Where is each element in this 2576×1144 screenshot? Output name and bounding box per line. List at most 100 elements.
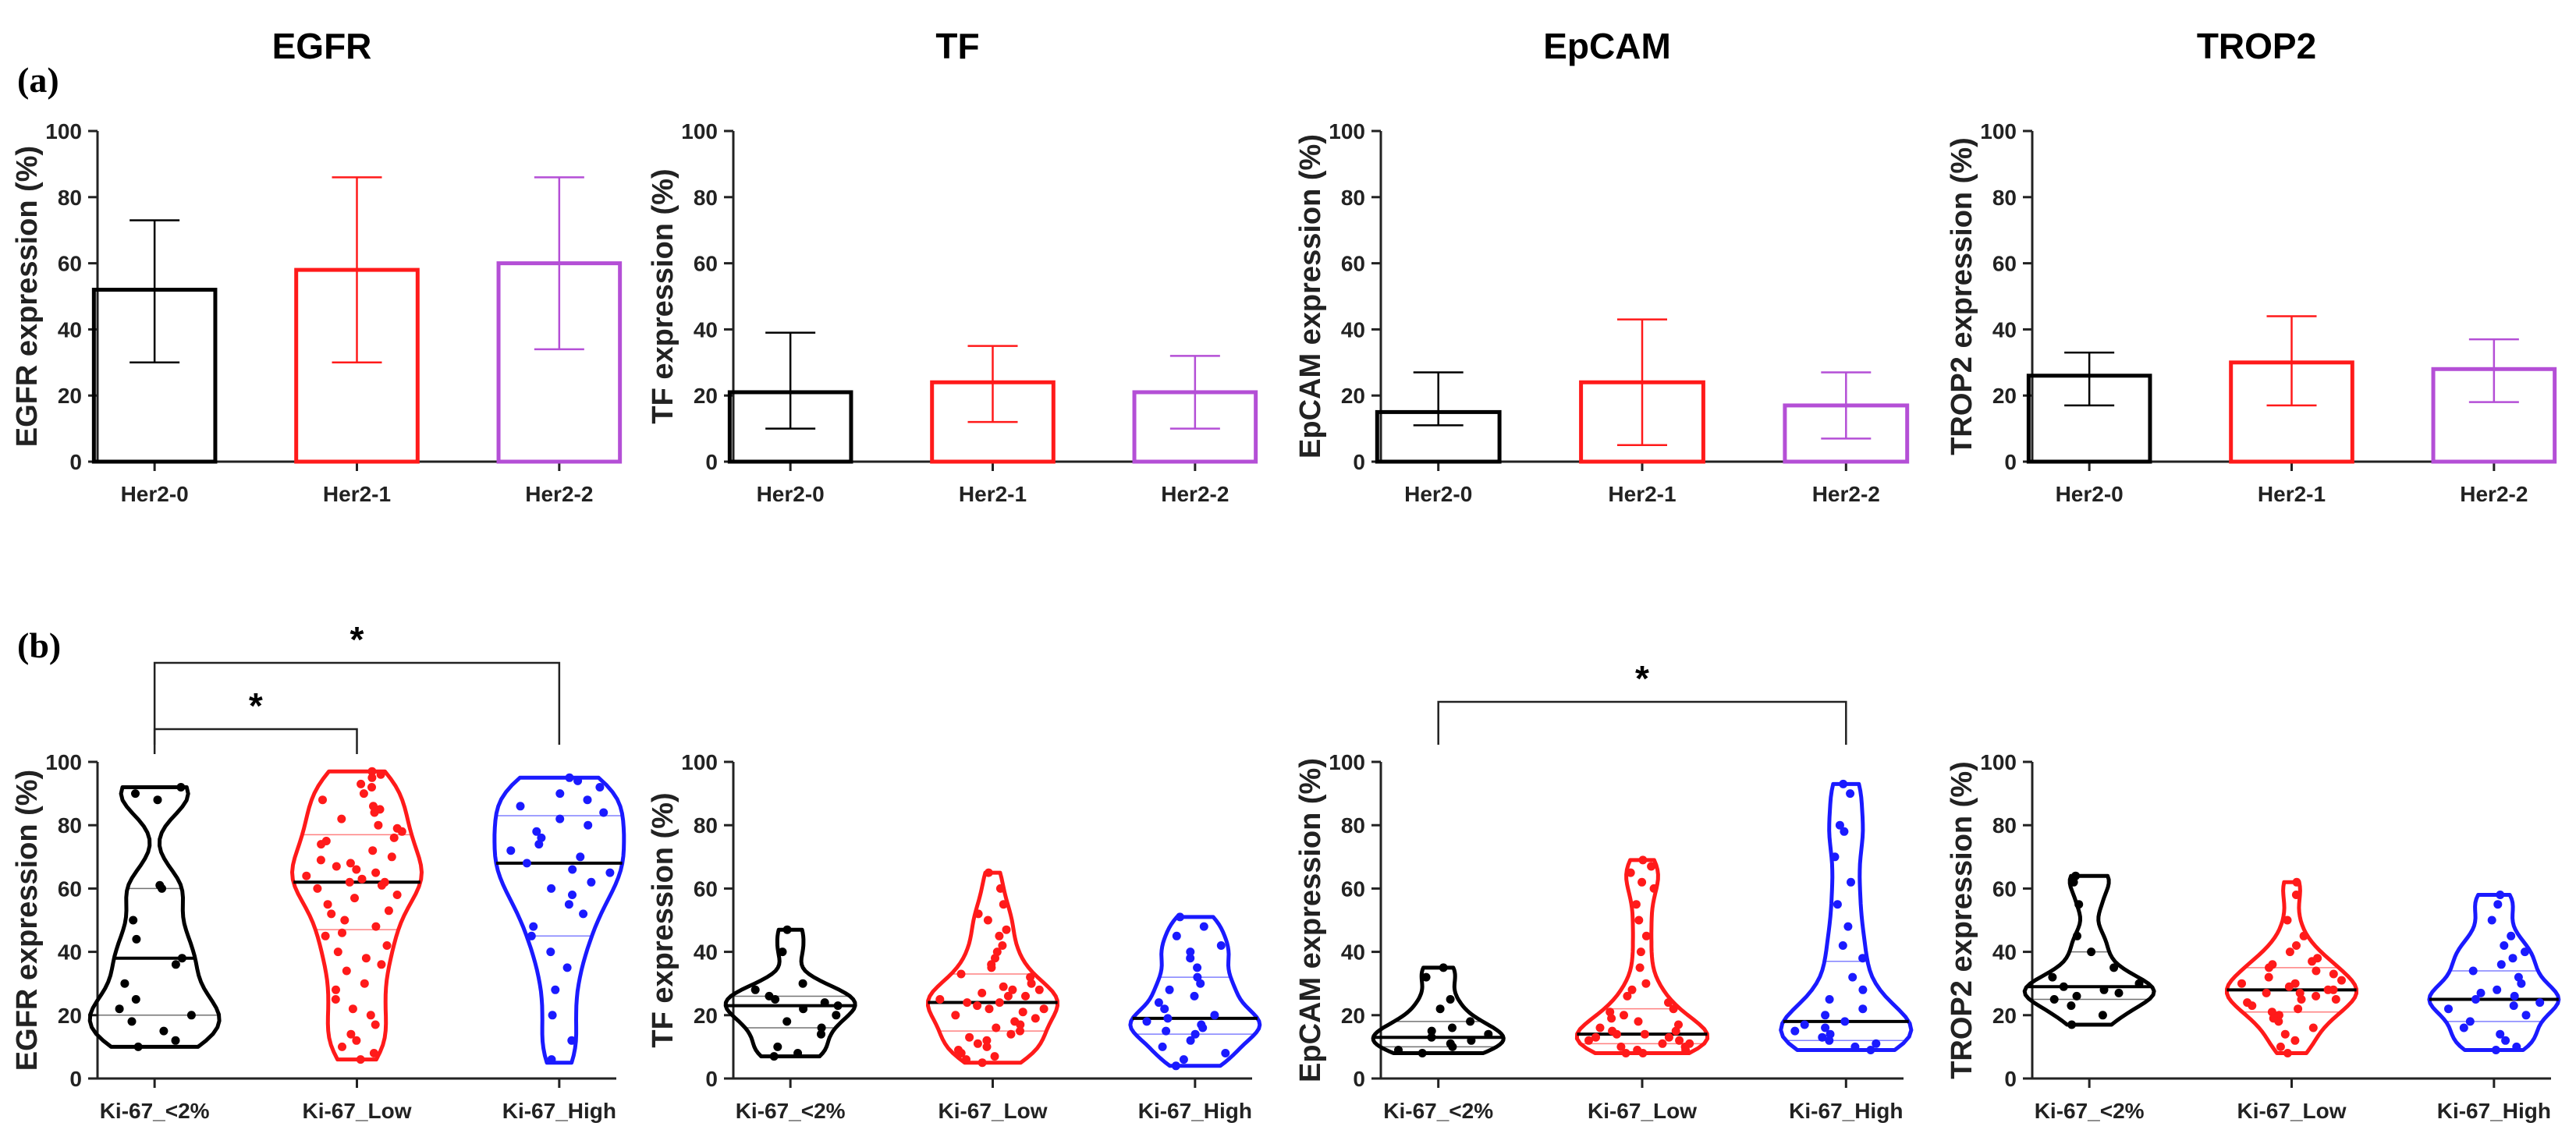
data-point [1584, 1036, 1593, 1045]
data-point [132, 934, 141, 944]
y-axis-label: EGFR expression (%) [11, 770, 44, 1071]
data-point [1595, 1023, 1605, 1032]
data-point [1018, 1008, 1027, 1017]
data-point [352, 865, 361, 874]
data-point [605, 868, 615, 877]
data-point [1607, 1014, 1616, 1023]
chart-title: EGFR [272, 26, 372, 66]
data-point [2521, 947, 2529, 957]
data-point [1142, 1017, 1151, 1026]
data-point [1818, 1032, 1827, 1042]
data-point [956, 1049, 966, 1057]
data-point [2312, 991, 2321, 1001]
violin-shape [723, 927, 857, 1059]
data-point [1840, 1017, 1850, 1026]
x-tick-label: Her2-1 [2258, 482, 2326, 506]
data-point [1039, 1004, 1048, 1014]
data-point [965, 1032, 974, 1042]
data-point [2067, 1020, 2077, 1029]
violin-shape [2225, 880, 2358, 1055]
data-point [2535, 998, 2545, 1008]
data-point [2294, 1004, 2303, 1014]
x-tick-label: Ki-67_<2% [100, 1099, 210, 1123]
data-point [1172, 931, 1181, 940]
y-tick-label: 40 [1992, 940, 2017, 965]
data-point [527, 931, 536, 940]
y-tick-label: 60 [1992, 252, 2017, 276]
data-point [313, 884, 322, 893]
data-point [2507, 931, 2516, 940]
data-point [1790, 1026, 1800, 1036]
data-point [2292, 877, 2301, 887]
data-point [2292, 941, 2301, 950]
data-point [350, 894, 359, 903]
data-point [371, 922, 381, 931]
data-point [2491, 1046, 2500, 1054]
x-tick-label: Her2-2 [525, 482, 593, 506]
y-tick-label: 80 [1992, 186, 2017, 210]
y-tick-label: 60 [58, 252, 82, 276]
x-tick-label: Her2-0 [757, 482, 825, 506]
significance-label: * [249, 685, 263, 726]
y-tick-label: 0 [69, 450, 82, 474]
x-tick-label: Her2-0 [121, 482, 189, 506]
data-point [565, 773, 574, 782]
data-point [568, 891, 577, 899]
data-point [547, 1055, 556, 1064]
data-point [2468, 966, 2478, 976]
data-point [1466, 1017, 1475, 1026]
data-point [778, 947, 787, 957]
data-point [1850, 1042, 1860, 1051]
data-point [995, 931, 1004, 940]
y-axis-label: TF expression (%) [647, 168, 679, 423]
data-point [1638, 1049, 1648, 1057]
x-tick-label: Ki-67_<2% [2035, 1099, 2145, 1123]
data-point [1825, 1036, 1834, 1045]
x-tick-label: Ki-67_High [502, 1099, 616, 1123]
violin-shape [290, 769, 424, 1062]
data-point [2274, 1017, 2283, 1026]
data-point [798, 979, 807, 988]
data-point [1649, 884, 1659, 893]
data-point [115, 1004, 124, 1014]
significance-bracket [1437, 700, 1847, 745]
data-point [1216, 941, 1226, 950]
data-point [546, 947, 555, 957]
data-point [357, 779, 366, 788]
data-point [1669, 1004, 1678, 1014]
data-point [1196, 979, 1205, 988]
data-point [1031, 1014, 1040, 1023]
y-axis-label: EpCAM expression (%) [1294, 134, 1327, 459]
data-point [2493, 900, 2503, 909]
data-point [1847, 877, 1855, 887]
data-point [186, 1011, 196, 1020]
data-point [2067, 1001, 2076, 1011]
x-tick-label: Ki-67_High [1138, 1099, 1252, 1123]
data-point [1186, 954, 1195, 963]
data-point [1838, 941, 1847, 950]
y-tick-label: 20 [1992, 1004, 2017, 1028]
data-point [573, 776, 583, 785]
data-point [367, 783, 376, 792]
data-point [1016, 1026, 1024, 1036]
data-point [793, 1049, 803, 1057]
data-point [361, 954, 371, 963]
violin-shape [2022, 873, 2156, 1027]
data-point [998, 941, 1007, 950]
data-point [342, 966, 351, 976]
data-point [1160, 1004, 1169, 1014]
data-point [1016, 1020, 1025, 1029]
x-tick-label: Her2-0 [1404, 482, 1472, 506]
x-tick-label: Her2-2 [2460, 482, 2528, 506]
data-point [2459, 1023, 2468, 1032]
violin-shape [1128, 915, 1262, 1068]
data-point [368, 846, 378, 855]
y-tick-label: 80 [694, 186, 718, 210]
data-point [2487, 916, 2496, 925]
data-point [382, 941, 392, 950]
data-point [2329, 969, 2338, 979]
data-point [999, 982, 1008, 991]
